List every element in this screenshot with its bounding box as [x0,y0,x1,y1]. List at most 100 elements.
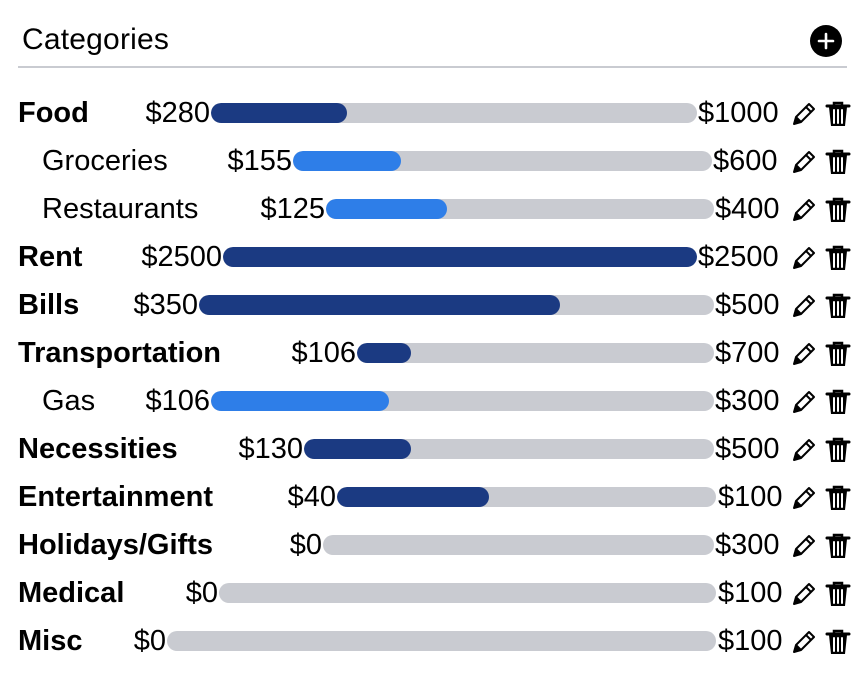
spent-amount: $350 [133,289,198,321]
delete-category-button[interactable] [823,291,853,321]
category-name: Food [18,97,89,129]
delete-category-button[interactable] [823,483,853,513]
category-name: Medical [18,577,125,609]
progress-fill [293,151,402,171]
progress-fill [223,247,697,267]
delete-category-button[interactable] [823,99,853,129]
progress-bar [167,631,716,651]
edit-category-button[interactable] [789,291,819,321]
delete-category-button[interactable] [823,531,853,561]
category-row-food: Food $280 $1000 [0,89,863,137]
budget-amount: $1000 [698,97,779,129]
edit-category-button[interactable] [789,531,819,561]
progress-bar [223,247,697,267]
categories-header: Categories [18,0,847,68]
edit-category-button[interactable] [789,147,819,177]
budget-amount: $2500 [698,241,779,273]
trash-icon [825,389,851,414]
budget-amount: $700 [715,337,780,369]
category-name: Holidays/Gifts [18,529,213,561]
spent-amount: $40 [287,481,336,513]
trash-icon [825,341,851,366]
category-name: Entertainment [18,481,213,513]
progress-bar [304,439,714,459]
edit-category-button[interactable] [789,195,819,225]
category-list: Food $280 $1000 Groceries $155 $600 Restaurant… [0,89,863,665]
category-row-restaurants: Restaurants $125 $400 [0,185,863,233]
spent-amount: $0 [289,529,322,561]
delete-category-button[interactable] [823,579,853,609]
category-name: Rent [18,241,83,273]
category-row-groceries: Groceries $155 $600 [0,137,863,185]
budget-amount: $100 [718,481,783,513]
edit-category-button[interactable] [789,387,819,417]
category-name: Groceries [42,145,168,177]
edit-category-button[interactable] [789,483,819,513]
progress-bar [219,583,716,603]
progress-bar [323,535,714,555]
trash-icon [825,293,851,318]
trash-icon [825,485,851,510]
category-row-medical: Medical $0 $100 [0,569,863,617]
pencil-icon [793,391,815,413]
delete-category-button[interactable] [823,243,853,273]
budget-amount: $300 [715,529,780,561]
delete-category-button[interactable] [823,387,853,417]
delete-category-button[interactable] [823,627,853,657]
pencil-icon [793,199,815,221]
pencil-icon [793,583,815,605]
add-category-button[interactable] [810,25,842,57]
progress-fill [211,103,348,123]
delete-category-button[interactable] [823,435,853,465]
progress-bar [211,103,697,123]
delete-category-button[interactable] [823,195,853,225]
progress-bar [199,295,714,315]
category-row-misc: Misc $0 $100 [0,617,863,665]
delete-category-button[interactable] [823,147,853,177]
trash-icon [825,101,851,126]
category-name: Restaurants [42,193,199,225]
progress-bar [211,391,714,411]
pencil-icon [793,631,815,653]
progress-bar [357,343,714,363]
trash-icon [825,437,851,462]
spent-amount: $130 [238,433,303,465]
edit-category-button[interactable] [789,339,819,369]
spent-amount: $155 [227,145,292,177]
category-row-gas: Gas $106 $300 [0,377,863,425]
category-name: Transportation [18,337,222,369]
pencil-icon [793,295,815,317]
pencil-icon [793,439,815,461]
category-name: Necessities [18,433,178,465]
category-row-transportation: Transportation $106 $700 [0,329,863,377]
budget-amount: $600 [713,145,778,177]
edit-category-button[interactable] [789,243,819,273]
progress-bar [293,151,712,171]
edit-category-button[interactable] [789,627,819,657]
progress-fill [357,343,411,363]
trash-icon [825,197,851,222]
delete-category-button[interactable] [823,339,853,369]
spent-amount: $106 [145,385,210,417]
pencil-icon [793,343,815,365]
budget-amount: $400 [715,193,780,225]
category-row-rent: Rent $2500 $2500 [0,233,863,281]
spent-amount: $125 [260,193,325,225]
page-title: Categories [22,23,170,56]
spent-amount: $106 [291,337,356,369]
pencil-icon [793,247,815,269]
pencil-icon [793,151,815,173]
pencil-icon [793,487,815,509]
trash-icon [825,581,851,606]
edit-category-button[interactable] [789,99,819,129]
category-name: Gas [42,385,96,417]
trash-icon [825,629,851,654]
plus-icon [817,32,835,50]
edit-category-button[interactable] [789,579,819,609]
edit-category-button[interactable] [789,435,819,465]
spent-amount: $0 [133,625,166,657]
budget-amount: $100 [718,577,783,609]
category-row-holidays-gifts: Holidays/Gifts $0 $300 [0,521,863,569]
progress-bar [337,487,716,507]
progress-bar [326,199,714,219]
